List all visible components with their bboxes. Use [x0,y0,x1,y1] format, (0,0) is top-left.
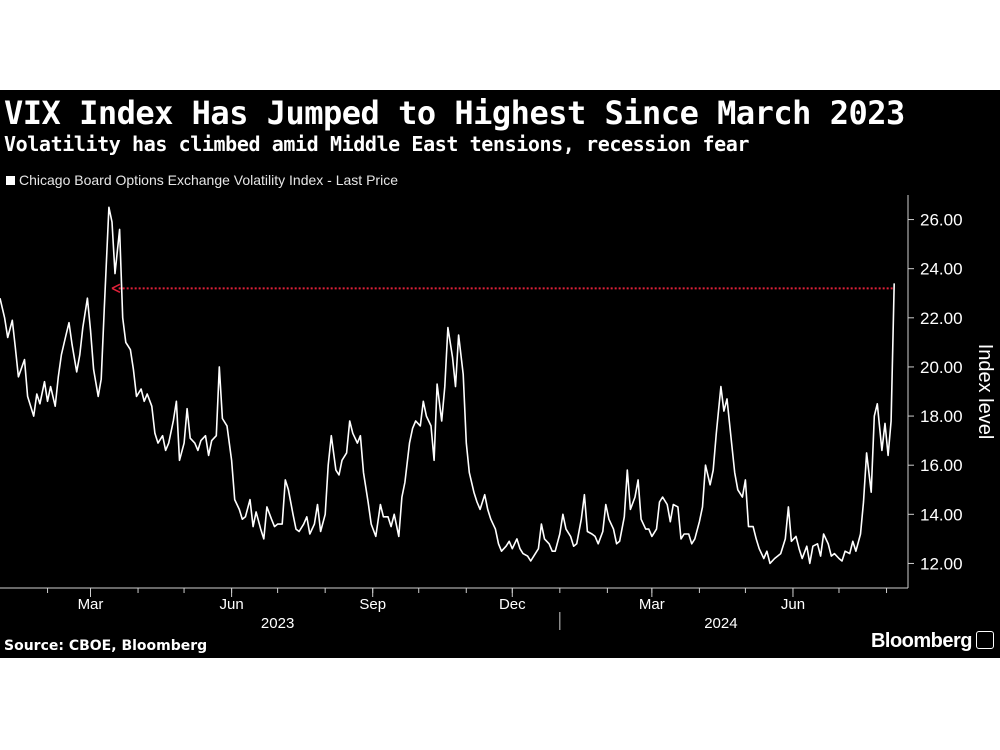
y-tick-label: 12.00 [920,554,963,573]
chart-subtitle: Volatility has climbed amid Middle East … [4,132,750,156]
x-tick-label: Dec [499,596,526,613]
plot-area [0,206,895,565]
chart-title: VIX Index Has Jumped to Highest Since Ma… [4,94,905,132]
y-tick-label: 20.00 [920,358,963,377]
y-tick-label: 26.00 [920,211,963,230]
x-tick-label: Jun [781,596,805,613]
x-tick-label: Sep [359,596,386,613]
x-axis: Mar Jun Sep Dec Mar Jun 2023 2024 [0,587,908,632]
legend-label: Chicago Board Options Exchange Volatilit… [19,172,398,188]
y-tick-label: 18.00 [920,407,963,426]
y-axis: 12.00 14.00 16.00 18.00 20.00 22.00 24.00 26.00… [907,195,996,588]
bloomberg-logo: Bloomberg [870,630,973,652]
x-tick-label: Mar [639,596,665,613]
x-tick-label: Mar [78,596,104,613]
line-chart: 12.00 14.00 16.00 18.00 20.00 22.00 24.00 26.00… [0,195,996,632]
source-note: Source: CBOE, Bloomberg [4,638,208,654]
y-tick-label: 14.00 [920,505,963,524]
legend: Chicago Board Options Exchange Volatilit… [6,172,398,188]
vix-series-line [0,206,895,565]
legend-swatch [6,175,15,185]
annotation-layer [111,283,893,294]
chart-frame: VIX Index Has Jumped to Highest Since Ma… [0,90,1000,658]
reference-arrow-head [111,283,121,294]
x-year-label: 2024 [704,615,737,632]
y-axis-title: Index level [974,344,996,440]
y-tick-label: 16.00 [920,456,963,475]
y-tick-label: 24.00 [920,260,963,279]
x-year-label: 2023 [261,615,294,632]
y-tick-label: 22.00 [920,309,963,328]
chart-icon [976,631,994,649]
x-tick-label: Jun [220,596,244,613]
